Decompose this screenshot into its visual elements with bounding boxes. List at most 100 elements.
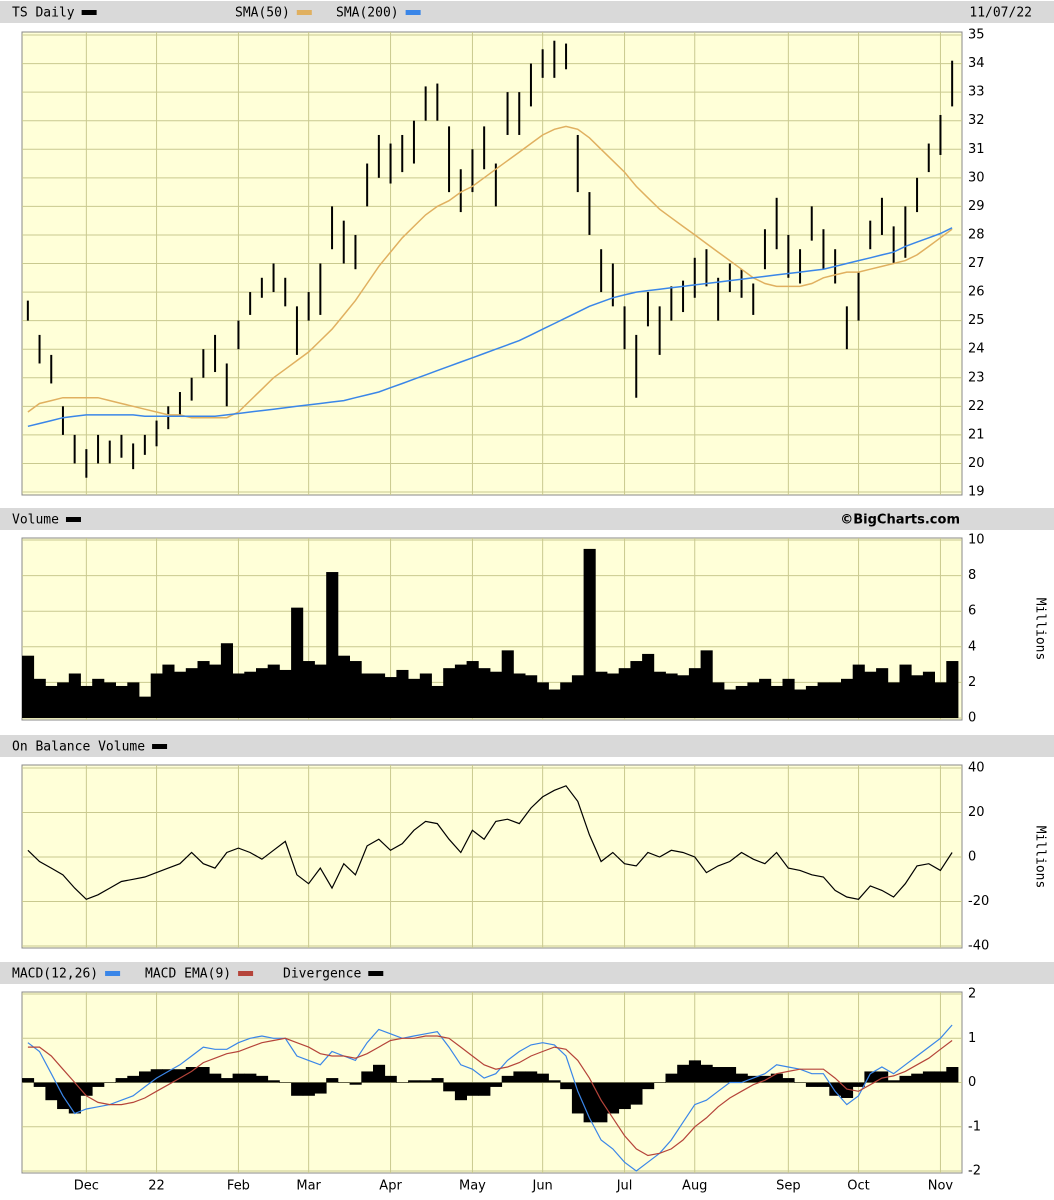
bar (805, 685, 818, 718)
legend-swatch (105, 971, 121, 976)
bar (349, 661, 362, 718)
bar (665, 673, 678, 718)
bar (876, 1071, 889, 1083)
bar (478, 668, 491, 718)
bar (45, 685, 58, 718)
bar (700, 650, 713, 718)
bar (560, 682, 573, 718)
bar (279, 669, 292, 718)
y-tick-label: 20 (968, 456, 985, 471)
bar (911, 675, 924, 718)
bar (185, 1067, 198, 1083)
bar (852, 664, 865, 718)
bar (712, 682, 725, 718)
bar (595, 671, 608, 718)
y-tick-label: 2 (968, 987, 976, 1002)
bar (443, 1082, 456, 1092)
y-tick-label: 8 (968, 568, 976, 583)
bar (841, 678, 854, 718)
bar (349, 1082, 362, 1085)
bar (431, 1078, 444, 1083)
bar (466, 661, 479, 718)
y-tick-label: 20 (968, 805, 985, 820)
bar (946, 1067, 959, 1083)
y-tick-label: 23 (968, 370, 985, 385)
y-tick-label: 30 (968, 170, 985, 185)
bar (45, 1082, 58, 1101)
bar (337, 1082, 350, 1083)
y-tick-label: 19 (968, 485, 985, 500)
bar (864, 1071, 877, 1083)
bar (490, 1082, 503, 1087)
line-series (27, 785, 953, 900)
y-tick-label: 26 (968, 285, 985, 300)
bar (314, 1082, 327, 1094)
legend-swatch (368, 971, 384, 976)
bar (361, 673, 374, 718)
y-tick-label: 22 (968, 399, 985, 414)
bar (466, 1082, 479, 1096)
bar (373, 673, 386, 718)
y-tick-label: 29 (968, 199, 985, 214)
bar (80, 1082, 93, 1096)
bar (103, 1082, 116, 1083)
bar (33, 678, 46, 718)
bar (302, 1082, 315, 1096)
bar (548, 689, 561, 718)
y-tick-label: 28 (968, 227, 985, 242)
bar (139, 1071, 152, 1083)
x-tick-label: Oct (847, 1179, 869, 1194)
y-tick-label: -40 (968, 939, 989, 954)
bar (291, 607, 304, 718)
bar (712, 1067, 725, 1083)
x-tick-label: Feb (227, 1179, 250, 1194)
bar (326, 1078, 339, 1083)
bar (653, 671, 666, 718)
bar (115, 1078, 128, 1083)
bar (68, 1082, 81, 1114)
legend-label: On Balance Volume (12, 740, 145, 755)
y-tick-label: 4 (968, 639, 976, 654)
y-tick-label: 21 (968, 427, 985, 442)
x-tick-label: Sep (776, 1179, 801, 1194)
bar (700, 1064, 713, 1083)
bar (57, 682, 70, 718)
bar (887, 1080, 900, 1083)
bar (408, 678, 421, 718)
y-tick-label: 35 (968, 28, 985, 43)
bar (607, 1082, 620, 1114)
bar (770, 1073, 783, 1083)
bar (525, 675, 538, 718)
line-series (27, 1035, 953, 1157)
bar (220, 643, 233, 718)
x-tick-label: Nov (928, 1179, 954, 1194)
bar (244, 671, 257, 718)
bar (817, 682, 830, 718)
bar (244, 1073, 257, 1083)
legend-swatch (152, 744, 168, 749)
bar (724, 1067, 737, 1083)
bar (618, 668, 631, 718)
bar (782, 678, 795, 718)
bar (220, 1078, 233, 1083)
bar (911, 1073, 924, 1083)
bar (197, 661, 210, 718)
bar (735, 685, 748, 718)
y-tick-label: 2 (968, 675, 976, 690)
x-tick-label: Jul (616, 1179, 633, 1194)
bar (747, 1075, 760, 1083)
y-tick-label: 10 (968, 533, 985, 548)
bar (513, 1071, 526, 1083)
bar (232, 1073, 245, 1083)
bar (794, 1082, 807, 1083)
date-label: 11/07/22 (969, 6, 1032, 21)
bar (103, 682, 116, 718)
bar (22, 655, 35, 718)
legend-label: TS Daily (12, 6, 75, 21)
bar (490, 671, 503, 718)
bar (256, 1075, 269, 1083)
bar (677, 1064, 690, 1083)
bar (443, 668, 456, 718)
bar (127, 1075, 140, 1083)
